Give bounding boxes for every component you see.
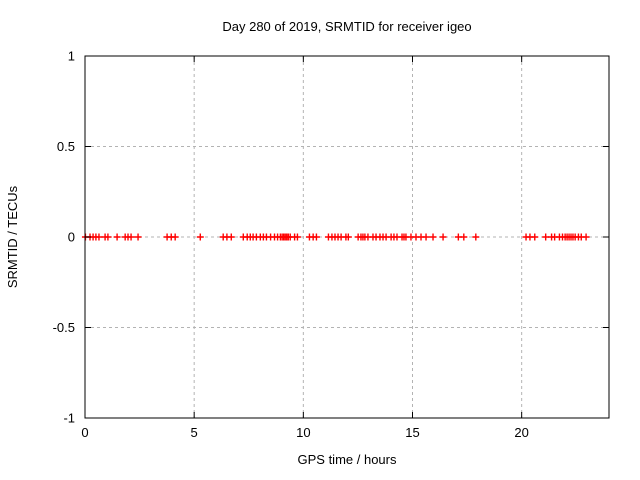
data-point-marker [95,233,103,241]
data-point-marker [422,233,430,241]
tick-layer [84,55,609,419]
data-point-marker [196,233,204,241]
data-point-marker [439,233,447,241]
x-tick-label: 20 [514,425,528,440]
data-point-marker [344,233,352,241]
data-point-marker [531,233,539,241]
data-point-marker [127,233,135,241]
x-tick-label: 0 [81,425,88,440]
data-point-marker [312,233,320,241]
data-point-marker [134,233,142,241]
data-point-marker [113,233,121,241]
data-point-marker [104,233,112,241]
data-point-marker [227,233,235,241]
data-point-marker [472,233,480,241]
chart-title: Day 280 of 2019, SRMTID for receiver ige… [222,19,471,34]
y-tick-label: -1 [63,411,75,426]
y-tick-label: 1 [68,49,75,64]
y-tick-label: 0.5 [57,139,75,154]
y-tick-label: 0 [68,230,75,245]
data-point-marker [582,233,590,241]
data-point-marker [542,233,550,241]
y-tick-label: -0.5 [53,320,75,335]
x-tick-label: 15 [405,425,419,440]
x-tick-label: 10 [296,425,310,440]
data-point-marker [460,233,468,241]
x-axis-label: GPS time / hours [298,452,397,467]
data-point-marker [293,233,301,241]
tick-label-layer: 0 5 10 15 20 1 0.5 0 -0.5 -1 [53,49,529,441]
data-point-marker [171,233,179,241]
y-axis-label: SRMTID / TECUs [5,185,20,288]
data-series-srmtid [81,233,590,241]
x-tick-label: 5 [191,425,198,440]
data-point-marker [429,233,437,241]
